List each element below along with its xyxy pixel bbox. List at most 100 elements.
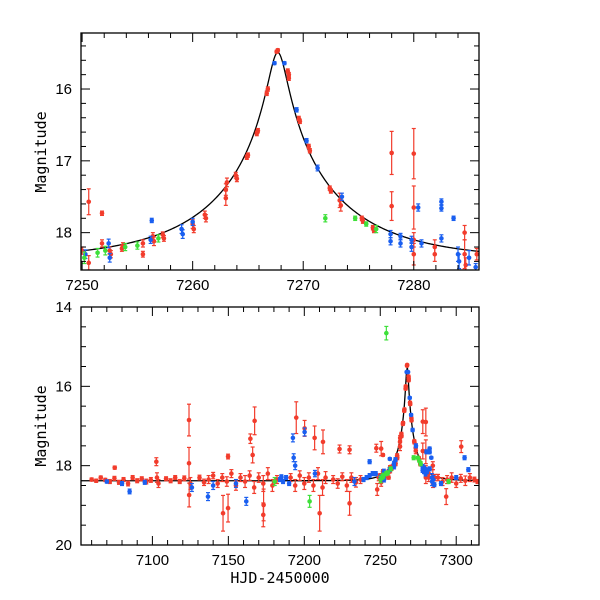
data-point [415,455,421,461]
data-marker [272,60,277,66]
data-marker [420,448,426,454]
data-marker [439,236,444,241]
data-marker [315,165,320,171]
data-point [466,250,472,266]
y-tick-label: 14 [55,299,72,316]
data-marker [446,479,451,484]
data-point [134,478,140,484]
data-point [99,210,105,217]
data-point [248,433,253,445]
data-point [337,444,342,454]
data-point [403,384,409,389]
data-point [272,476,277,487]
data-marker [86,260,92,266]
data-point [275,47,281,53]
data-marker [462,251,467,257]
data-marker [125,481,131,486]
data-point [380,452,386,458]
data-marker [391,464,397,469]
top-panel: 7250 7260 7270 7280 16 17 18 [55,32,480,294]
data-marker [360,218,366,224]
data-marker [252,418,257,424]
data-marker [339,474,345,480]
data-marker [388,231,393,237]
data-marker [320,485,325,490]
data-point [432,246,438,262]
data-point [163,476,169,482]
data-marker [403,384,409,389]
data-marker [328,188,334,194]
data-point [427,466,432,472]
data-marker [411,251,417,257]
data-point [243,496,249,506]
data-marker [415,205,421,210]
data-marker [427,466,432,472]
x-tick-label: 7150 [212,552,245,569]
data-point [242,474,248,489]
data-marker [210,483,216,488]
plot-area [81,325,479,532]
top-y-axis-label: Magnitude [32,111,50,192]
data-point [352,215,358,222]
data-point [409,418,414,423]
data-marker [224,479,230,484]
data-point [201,478,207,487]
data-marker [243,499,249,504]
data-marker [338,203,344,208]
data-point [291,453,296,463]
data-point [323,471,328,485]
data-point [373,224,379,234]
data-marker [407,401,413,407]
x-tick-label: 7250 [65,277,98,294]
data-marker [389,150,394,156]
data-point [387,456,393,462]
data-marker [473,264,478,270]
data-point [286,71,292,78]
data-marker [99,210,105,216]
data-point [438,480,444,487]
data-point [413,443,419,449]
data-marker [286,481,292,486]
data-point [432,482,437,488]
data-marker [203,215,209,221]
data-point [302,427,307,437]
data-point [104,479,110,484]
data-point [294,107,299,113]
data-marker [307,148,313,154]
data-point [127,488,132,495]
data-point [172,474,178,481]
data-marker [119,481,125,486]
data-point [215,478,221,489]
data-marker [307,499,312,504]
data-marker [148,237,153,243]
data-marker [323,475,328,480]
data-marker [352,479,357,484]
data-point [251,480,257,495]
data-point [86,188,92,216]
data-marker [161,236,167,241]
data-marker [466,467,471,472]
data-marker [397,444,403,449]
data-point [367,459,372,465]
data-marker [205,494,211,499]
data-marker [429,455,434,461]
data-point [112,475,117,481]
y-tick-label: 18 [55,225,72,242]
data-marker [462,455,467,461]
data-marker [363,221,369,227]
data-point [411,185,417,230]
data-marker [225,454,231,459]
data-marker [389,203,394,209]
data-marker [406,376,411,381]
data-point [429,455,434,461]
data-point [225,453,231,460]
data-point [86,255,92,270]
data-marker [373,471,379,476]
data-marker [302,481,307,486]
data-marker [86,199,92,205]
data-point [398,232,403,240]
data-point [304,137,309,144]
data-point [339,472,345,482]
data-point [293,401,299,435]
data-marker [156,481,161,486]
